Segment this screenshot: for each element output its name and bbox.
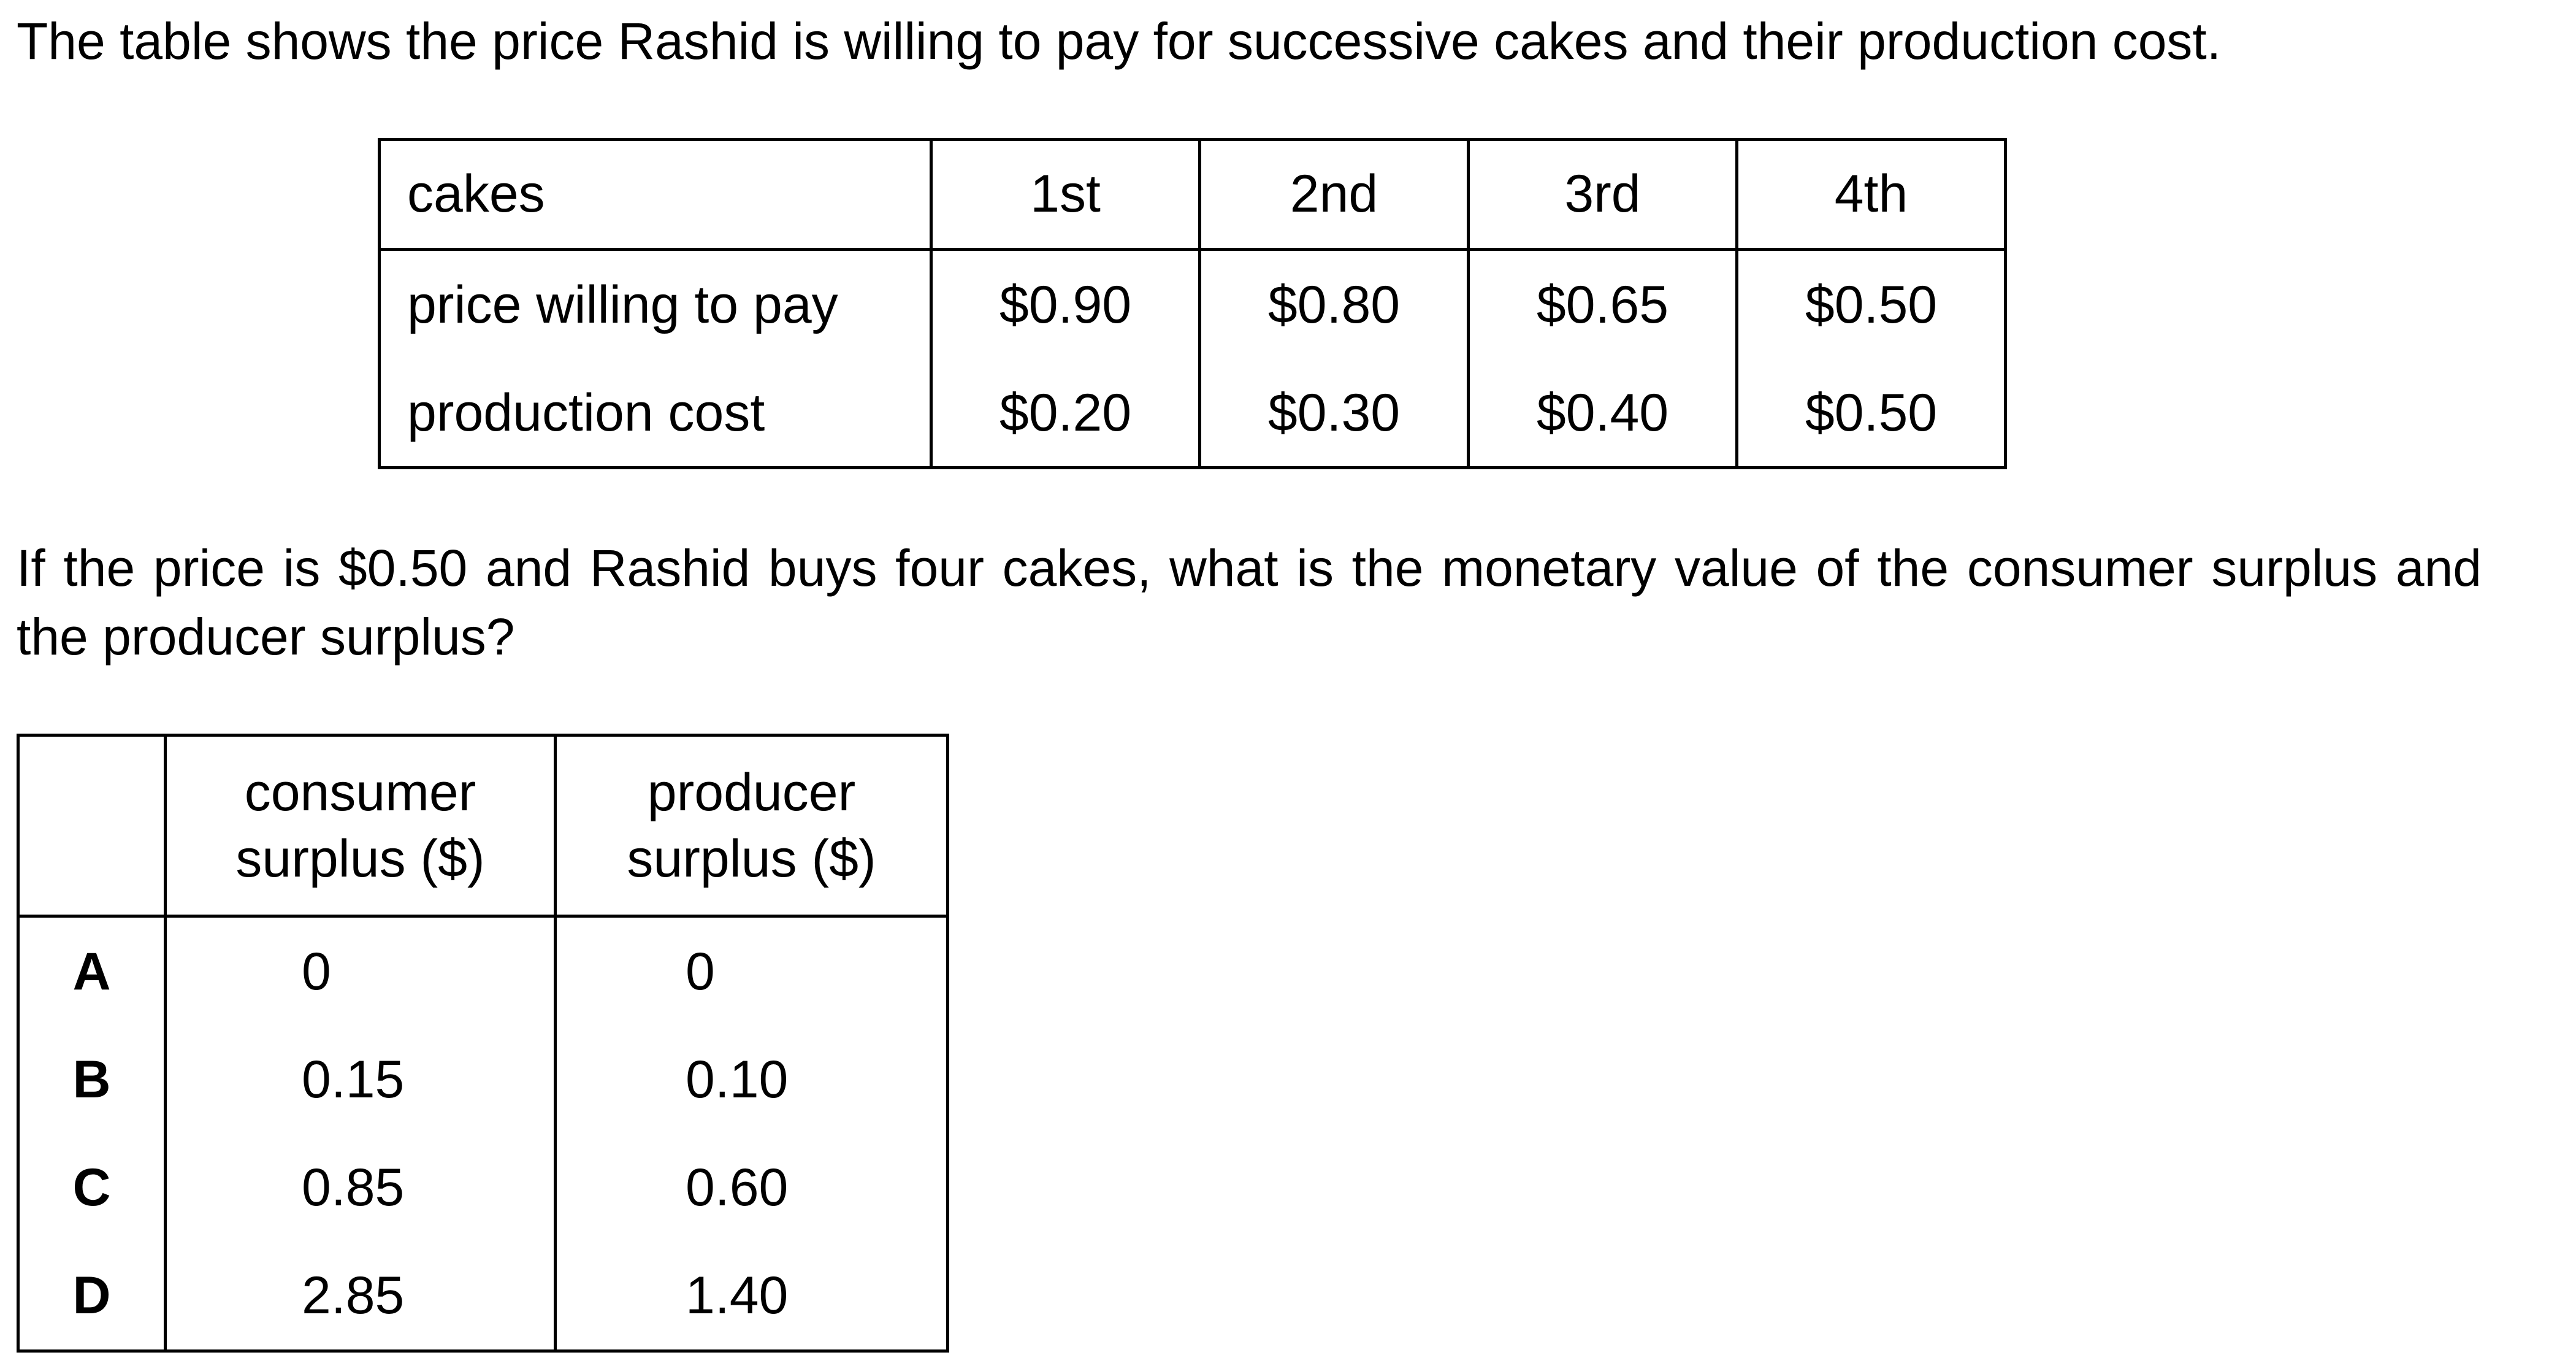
production-cost-2nd: $0.30 <box>1198 359 1470 470</box>
answer-option-d[interactable]: D 2.85 1.40 <box>17 1242 949 1353</box>
producer-header-line-1: producer <box>647 763 856 822</box>
consumer-surplus-header: consumer surplus ($) <box>164 734 557 918</box>
cake-column-2nd: 2nd <box>1198 138 1470 251</box>
answer-option-c[interactable]: C 0.85 0.60 <box>17 1134 949 1242</box>
production-cost-label: production cost <box>378 359 933 470</box>
price-willing-3rd: $0.65 <box>1467 249 1738 360</box>
intro-text: The table shows the price Rashid is will… <box>17 12 2222 70</box>
production-cost-1st: $0.20 <box>930 359 1201 470</box>
producer-surplus-value: 1.40 <box>554 1242 949 1353</box>
table-row: price willing to pay $0.90 $0.80 $0.65 $… <box>378 249 2007 360</box>
option-letter: B <box>17 1026 167 1134</box>
consumer-surplus-value: 0.15 <box>164 1026 557 1134</box>
consumer-surplus-value: 2.85 <box>164 1242 557 1353</box>
answer-table: consumer surplus ($) producer surplus ($… <box>17 734 949 1353</box>
cake-table-header-row: cakes 1st 2nd 3rd 4th <box>378 138 2007 251</box>
price-willing-4th: $0.50 <box>1735 249 2007 360</box>
answer-table-header-row: consumer surplus ($) producer surplus ($… <box>17 734 949 918</box>
price-willing-2nd: $0.80 <box>1198 249 1470 360</box>
option-letter: D <box>17 1242 167 1353</box>
cake-table: cakes 1st 2nd 3rd 4th price willing to p… <box>378 138 2007 470</box>
consumer-surplus-value: 0.85 <box>164 1134 557 1242</box>
option-letter: C <box>17 1134 167 1242</box>
answer-option-b[interactable]: B 0.15 0.10 <box>17 1026 949 1134</box>
price-willing-label: price willing to pay <box>378 249 933 360</box>
answer-header-blank <box>17 734 167 918</box>
producer-surplus-header: producer surplus ($) <box>554 734 949 918</box>
option-letter: A <box>17 916 167 1026</box>
production-cost-3rd: $0.40 <box>1467 359 1738 470</box>
cake-column-1st: 1st <box>930 138 1201 251</box>
table-row: production cost $0.20 $0.30 $0.40 $0.50 <box>378 359 2007 470</box>
answer-option-a[interactable]: A 0 0 <box>17 916 949 1026</box>
producer-header-line-2: surplus ($) <box>627 829 876 888</box>
producer-surplus-value: 0.60 <box>554 1134 949 1242</box>
consumer-surplus-value: 0 <box>164 916 557 1026</box>
cake-column-3rd: 3rd <box>1467 138 1738 251</box>
consumer-header-line-1: consumer <box>244 763 476 822</box>
question-text: If the price is $0.50 and Rashid buys fo… <box>17 539 2482 666</box>
producer-surplus-value: 0.10 <box>554 1026 949 1134</box>
cake-header-label: cakes <box>378 138 933 251</box>
consumer-header-line-2: surplus ($) <box>235 829 485 888</box>
price-willing-1st: $0.90 <box>930 249 1201 360</box>
production-cost-4th: $0.50 <box>1735 359 2007 470</box>
cake-column-4th: 4th <box>1735 138 2007 251</box>
producer-surplus-value: 0 <box>554 916 949 1026</box>
